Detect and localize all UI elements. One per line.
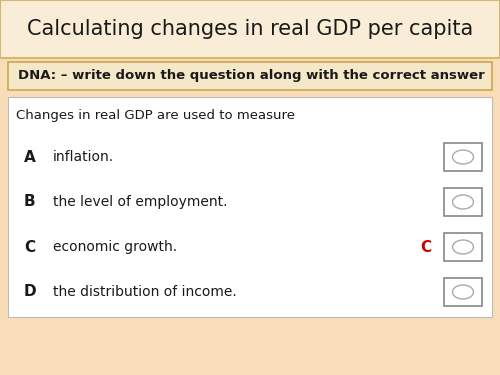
Text: economic growth.: economic growth. xyxy=(53,240,177,254)
FancyBboxPatch shape xyxy=(444,278,482,306)
FancyBboxPatch shape xyxy=(8,62,492,90)
Ellipse shape xyxy=(452,285,473,299)
FancyBboxPatch shape xyxy=(0,0,500,58)
Text: DNA: – write down the question along with the correct answer: DNA: – write down the question along wit… xyxy=(18,69,485,82)
Text: D: D xyxy=(24,285,36,300)
Ellipse shape xyxy=(452,150,473,164)
Text: A: A xyxy=(24,150,36,165)
FancyBboxPatch shape xyxy=(444,143,482,171)
FancyBboxPatch shape xyxy=(444,233,482,261)
Ellipse shape xyxy=(452,195,473,209)
Text: Calculating changes in real GDP per capita: Calculating changes in real GDP per capi… xyxy=(27,19,473,39)
Text: C: C xyxy=(420,240,432,255)
Text: Changes in real GDP are used to measure: Changes in real GDP are used to measure xyxy=(16,108,295,122)
Text: the distribution of income.: the distribution of income. xyxy=(53,285,237,299)
Text: B: B xyxy=(24,195,36,210)
Text: inflation.: inflation. xyxy=(53,150,114,164)
Ellipse shape xyxy=(452,240,473,254)
FancyBboxPatch shape xyxy=(444,188,482,216)
FancyBboxPatch shape xyxy=(8,97,492,317)
Text: the level of employment.: the level of employment. xyxy=(53,195,228,209)
Text: C: C xyxy=(24,240,35,255)
